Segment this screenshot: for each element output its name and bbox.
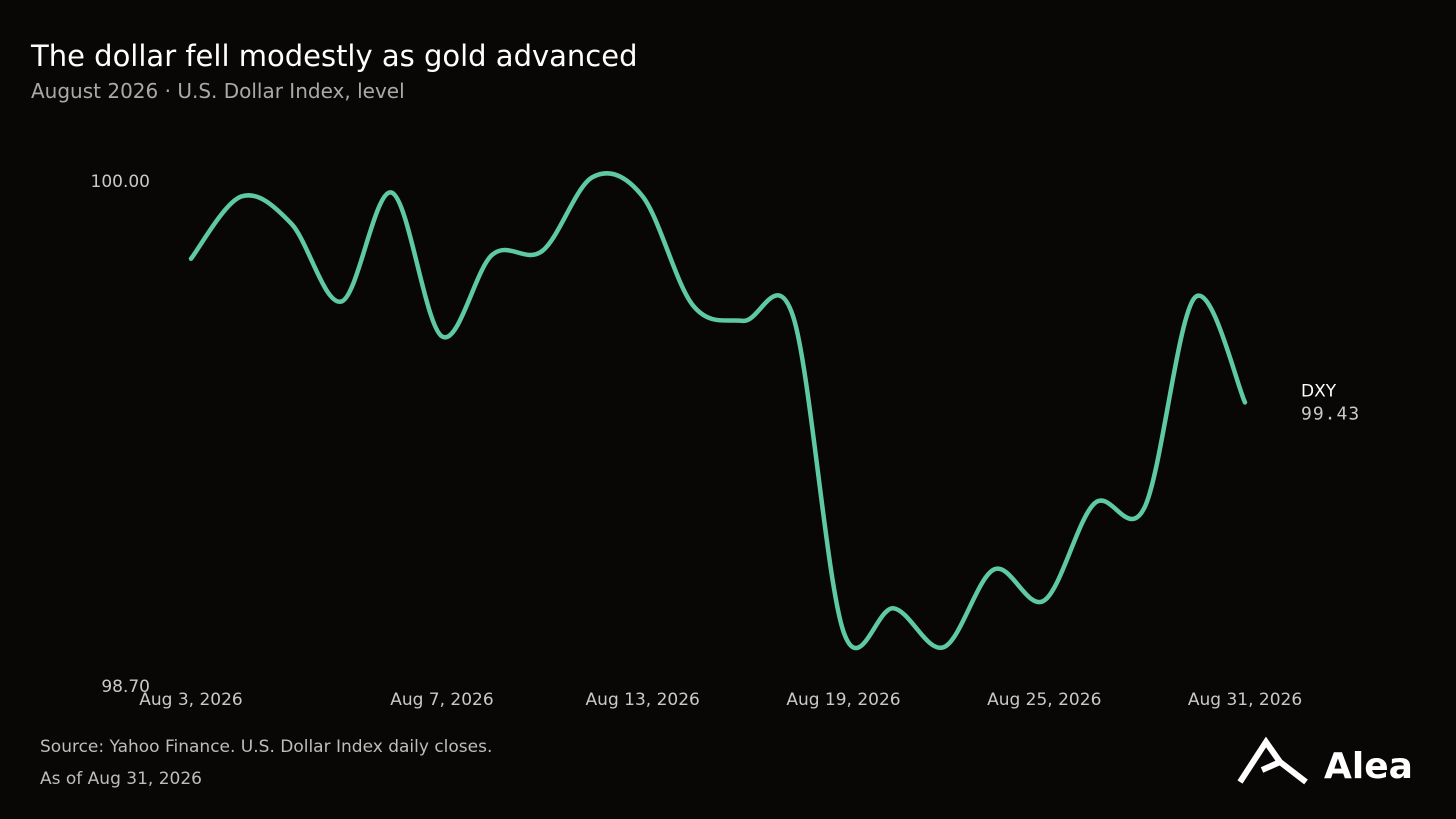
logo-icon bbox=[1237, 736, 1308, 785]
y-tick-label: 100.00 bbox=[91, 172, 150, 192]
x-tick-label: Aug 3, 2026 bbox=[139, 690, 243, 710]
brand-logo: Alea bbox=[1237, 736, 1413, 787]
brand-name: Alea bbox=[1324, 746, 1413, 787]
data-line bbox=[188, 171, 1248, 651]
x-tick-label: Aug 13, 2026 bbox=[586, 690, 700, 710]
end-value-label: 99.43 bbox=[1301, 403, 1360, 424]
chart-title: The dollar fell modestly as gold advance… bbox=[30, 39, 638, 73]
source-note: Source: Yahoo Finance. U.S. Dollar Index… bbox=[40, 737, 492, 757]
x-tick-label: Aug 25, 2026 bbox=[987, 690, 1101, 710]
y-tick-label: 98.70 bbox=[101, 677, 150, 697]
x-tick-label: Aug 7, 2026 bbox=[390, 690, 494, 710]
series-label: DXY bbox=[1301, 381, 1337, 401]
chart-subtitle: August 2026 · U.S. Dollar Index, level bbox=[31, 79, 405, 103]
x-tick-label: Aug 19, 2026 bbox=[786, 690, 900, 710]
x-tick-label: Aug 31, 2026 bbox=[1188, 690, 1302, 710]
as-of-note: As of Aug 31, 2026 bbox=[40, 769, 202, 789]
